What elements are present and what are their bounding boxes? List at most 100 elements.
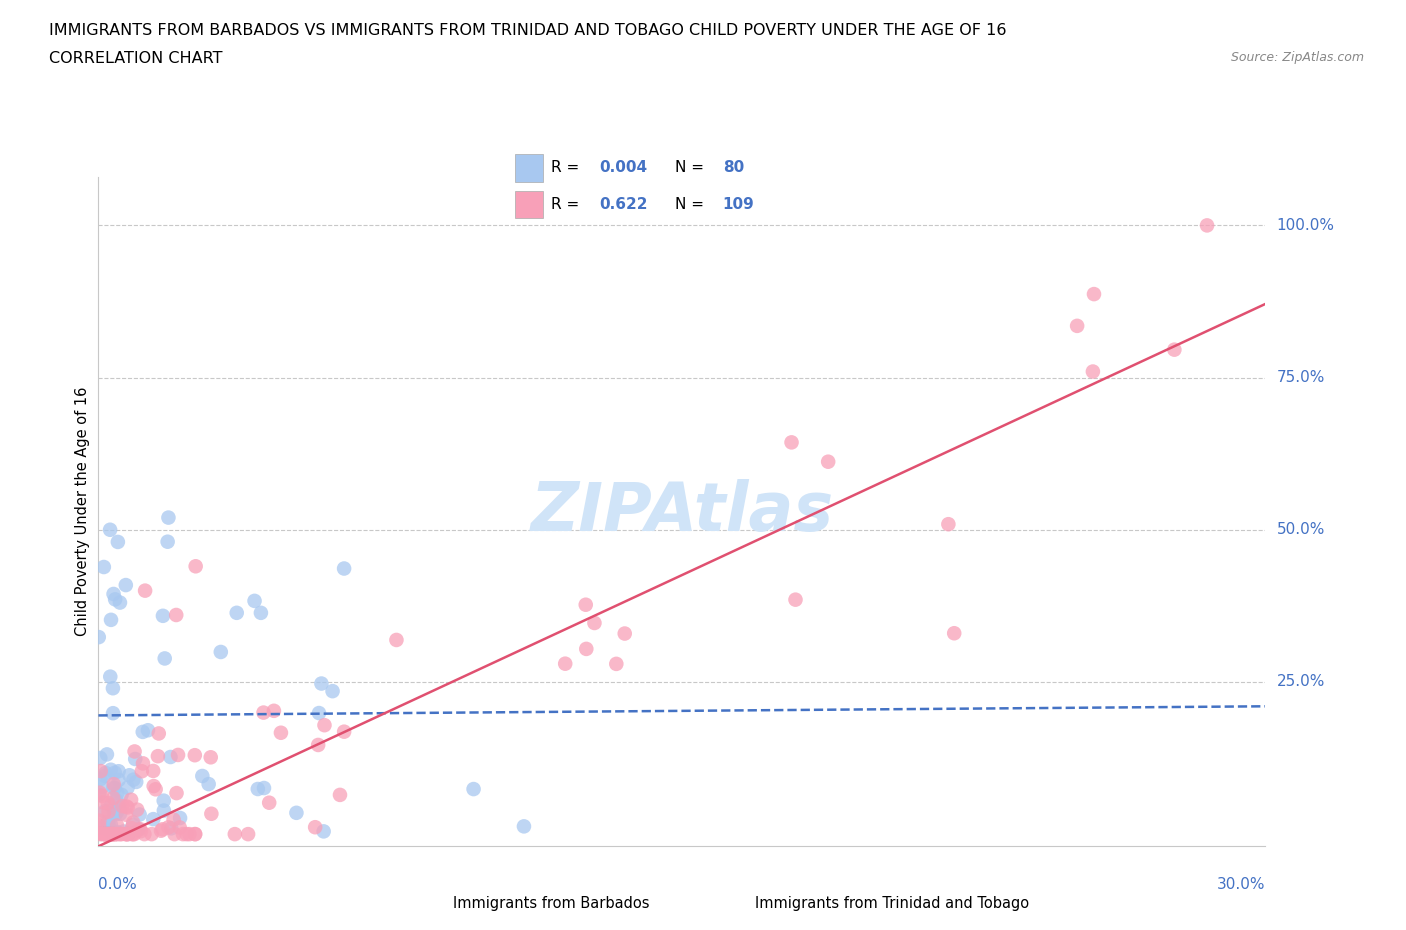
Point <box>87 788 110 803</box>
Point <box>236 827 259 842</box>
Point <box>89 827 111 842</box>
Point <box>94 768 117 783</box>
Point <box>179 827 201 842</box>
Point <box>575 597 598 612</box>
Point <box>104 591 127 606</box>
Point <box>153 804 176 818</box>
Point <box>94 765 117 780</box>
Point <box>270 725 292 740</box>
Bar <box>515 191 543 219</box>
Point <box>101 827 124 842</box>
Point <box>1195 218 1218 232</box>
Point <box>91 827 114 842</box>
Point <box>225 605 247 620</box>
Point <box>122 772 145 787</box>
Point <box>311 676 333 691</box>
Point <box>159 750 181 764</box>
Point <box>257 795 280 810</box>
Point <box>385 632 408 647</box>
Point <box>100 798 122 813</box>
Point <box>333 724 356 739</box>
Point <box>107 764 129 778</box>
Point <box>93 827 115 842</box>
Point <box>150 823 173 838</box>
Text: 100.0%: 100.0% <box>1277 218 1334 232</box>
Point <box>110 788 132 803</box>
Bar <box>515 154 543 182</box>
Point <box>166 786 188 801</box>
Point <box>111 799 134 814</box>
Point <box>132 756 155 771</box>
Point <box>98 827 121 842</box>
Point <box>118 768 141 783</box>
Text: 80: 80 <box>723 160 744 175</box>
Point <box>93 795 115 810</box>
Point <box>160 821 183 836</box>
Text: 109: 109 <box>723 196 755 212</box>
Point <box>104 780 127 795</box>
Point <box>101 827 124 842</box>
Point <box>97 827 120 842</box>
Point <box>115 827 138 842</box>
Point <box>90 764 112 778</box>
Point <box>943 626 966 641</box>
Point <box>108 595 131 610</box>
Point <box>122 817 145 832</box>
Point <box>314 718 336 733</box>
Point <box>197 777 219 791</box>
Point <box>124 751 146 766</box>
Point <box>104 827 127 842</box>
Point <box>98 827 121 842</box>
Point <box>129 821 152 836</box>
Point <box>103 777 125 791</box>
Point <box>246 781 269 796</box>
Point <box>785 592 807 607</box>
Point <box>100 763 122 777</box>
Point <box>152 608 174 623</box>
Point <box>243 593 266 608</box>
Text: 50.0%: 50.0% <box>1277 523 1324 538</box>
Text: Immigrants from Trinidad and Tobago: Immigrants from Trinidad and Tobago <box>755 896 1029 910</box>
Point <box>114 578 136 592</box>
Point <box>184 748 207 763</box>
Point <box>575 642 598 657</box>
Point <box>142 778 165 793</box>
Point <box>167 748 190 763</box>
Point <box>307 737 329 752</box>
Point <box>463 781 485 796</box>
Point <box>98 827 121 842</box>
Point <box>121 821 143 836</box>
Point <box>120 792 142 807</box>
Point <box>200 750 222 764</box>
Point <box>169 811 191 826</box>
Point <box>104 765 127 780</box>
Point <box>107 773 129 788</box>
Point <box>172 827 194 842</box>
Point <box>101 706 124 721</box>
Text: Immigrants from Barbados: Immigrants from Barbados <box>453 896 650 910</box>
Point <box>93 804 115 818</box>
Point <box>132 724 155 739</box>
Point <box>127 822 149 837</box>
Point <box>103 790 125 805</box>
Point <box>145 782 167 797</box>
Point <box>122 815 145 830</box>
Point <box>115 807 138 822</box>
Point <box>162 812 184 827</box>
Point <box>96 747 118 762</box>
Point <box>191 768 214 783</box>
Point <box>285 805 308 820</box>
Point <box>184 827 207 842</box>
Point <box>134 827 156 842</box>
Point <box>115 827 138 842</box>
Point <box>105 804 128 819</box>
Point <box>87 630 110 644</box>
Point <box>136 723 159 737</box>
Point <box>127 803 149 817</box>
Point <box>780 435 803 450</box>
Point <box>169 820 191 835</box>
Text: CORRELATION CHART: CORRELATION CHART <box>49 51 222 66</box>
Point <box>333 561 356 576</box>
Point <box>125 775 148 790</box>
Text: 0.004: 0.004 <box>599 160 647 175</box>
